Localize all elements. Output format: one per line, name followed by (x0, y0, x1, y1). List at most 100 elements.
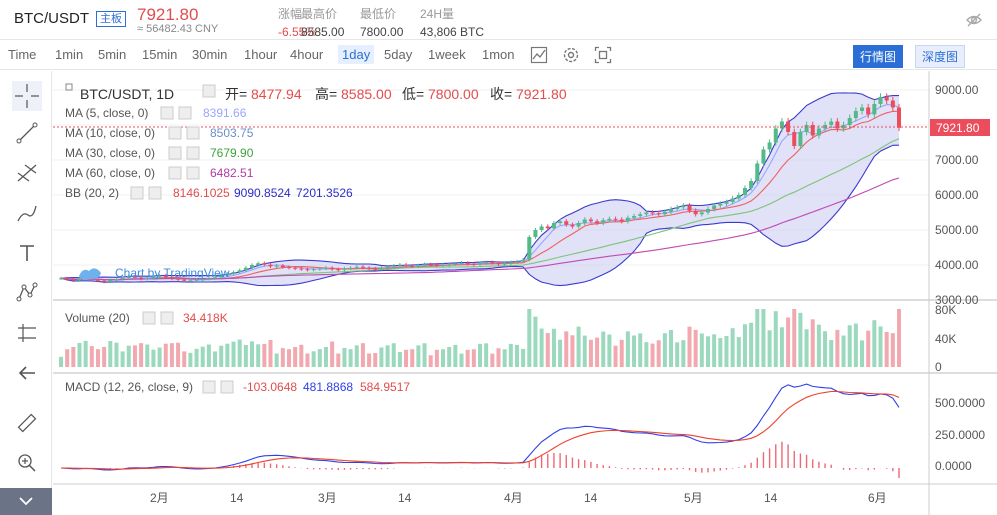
ma5-settings-icon[interactable] (160, 106, 174, 120)
volume-bar (311, 351, 316, 367)
volume-bar (705, 336, 710, 367)
ruler-icon[interactable] (15, 411, 39, 435)
watermark-text: Chart by TradingView (115, 266, 230, 280)
text-tool-icon[interactable] (15, 241, 39, 265)
candle (348, 267, 353, 269)
pair-name[interactable]: BTC/USDT (14, 10, 89, 27)
ma10-settings-icon[interactable] (168, 126, 182, 140)
volume-bar (169, 343, 174, 367)
macd-tick: 500.0000 (935, 396, 985, 410)
volume-bar (219, 345, 224, 367)
candle (810, 125, 815, 136)
interval-1day[interactable]: 1day (338, 45, 375, 64)
macd-settings-icon[interactable] (202, 380, 216, 394)
back-arrow-icon[interactable] (15, 361, 39, 385)
volume-bar (582, 335, 587, 367)
volume-bar (853, 323, 858, 367)
volume-bar (243, 344, 248, 367)
low-label: 低= (402, 86, 424, 102)
volume-bar (644, 342, 649, 367)
ma60-close-icon[interactable] (186, 166, 200, 180)
chart-view-button[interactable]: 行情图 (853, 45, 904, 68)
zoom-in-icon[interactable] (15, 451, 39, 475)
candle (65, 278, 70, 280)
interval-15min[interactable]: 15min (142, 47, 178, 62)
ma30-settings-icon[interactable] (168, 146, 182, 160)
interval-time[interactable]: Time (8, 47, 37, 62)
hide-eye-icon[interactable] (965, 11, 983, 29)
interval-1mon[interactable]: 1mon (482, 47, 515, 62)
ma5-value: 8391.66 (203, 106, 247, 120)
interval-1hour[interactable]: 1hour (244, 47, 278, 62)
bb-close-icon[interactable] (148, 186, 162, 200)
volume-bar (305, 353, 310, 367)
volume-bar (755, 309, 760, 367)
volume-bar (718, 338, 723, 367)
interval-1min[interactable]: 1min (55, 47, 84, 62)
candle (280, 265, 285, 268)
volume-bar (632, 335, 637, 367)
candle (853, 111, 858, 118)
candle (638, 214, 643, 216)
volume-bar (749, 322, 754, 367)
candle (712, 205, 717, 209)
legend-settings-icon[interactable] (202, 84, 216, 98)
stat-label: 24H量 (420, 7, 455, 21)
indicator-icon[interactable] (530, 46, 548, 64)
macd-close-icon[interactable] (220, 380, 234, 394)
tradingview-watermark[interactable]: Chart by TradingView (79, 266, 230, 280)
candle (391, 265, 396, 267)
volume-bar (527, 309, 532, 367)
collapse-legend-icon[interactable] (65, 83, 73, 91)
ma5-close-icon[interactable] (178, 106, 192, 120)
candle (502, 263, 507, 265)
volume-bar (447, 347, 452, 367)
price-chart[interactable]: 7921.80 9000.00 7000.00 6000.00 5000.00 … (53, 71, 997, 515)
volume-bar (95, 349, 100, 367)
volume-bar (564, 331, 569, 367)
ma30-close-icon[interactable] (186, 146, 200, 160)
ma10-close-icon[interactable] (186, 126, 200, 140)
macd-line-value: 481.8868 (303, 380, 353, 394)
candle (58, 278, 64, 280)
bb-settings-icon[interactable] (130, 186, 144, 200)
candle (404, 264, 409, 266)
candle (305, 269, 310, 271)
screenshot-icon[interactable] (594, 46, 612, 64)
interval-4hour[interactable]: 4hour (290, 47, 324, 62)
collapse-tools-button[interactable] (0, 488, 52, 515)
interval-5day[interactable]: 5day (384, 47, 413, 62)
trend-line-icon[interactable] (15, 121, 39, 145)
volume-bar (675, 342, 680, 367)
depth-view-button[interactable]: 深度图 (915, 45, 966, 68)
interval-5min[interactable]: 5min (98, 47, 127, 62)
candle (662, 211, 667, 215)
candle (416, 265, 421, 267)
settings-gear-icon[interactable] (562, 46, 580, 64)
crosshair-icon[interactable] (12, 81, 42, 111)
candle (286, 267, 291, 269)
brush-icon[interactable] (15, 201, 39, 225)
volume-bar (792, 309, 797, 367)
candle (619, 219, 624, 222)
candle (465, 262, 470, 264)
volume-label: Volume (20) (65, 311, 130, 325)
volume-bar (459, 353, 464, 367)
volume-bar (89, 346, 94, 367)
bb-label: BB (20, 2) (65, 186, 119, 200)
interval-30min[interactable]: 30min (192, 47, 228, 62)
volume-close-icon[interactable] (160, 311, 174, 325)
pattern-tool-icon[interactable] (15, 281, 39, 305)
stat-change: 涨幅 -6.55% (278, 5, 316, 39)
volume-bar (607, 334, 612, 367)
ma60-settings-icon[interactable] (168, 166, 182, 180)
interval-1week[interactable]: 1week (428, 47, 466, 62)
volume-bar (428, 355, 433, 367)
candle (755, 163, 760, 181)
candle (496, 262, 501, 265)
candle (687, 205, 692, 211)
fib-tool-icon[interactable] (15, 161, 39, 185)
prediction-tool-icon[interactable] (15, 321, 39, 345)
volume-bar (262, 343, 267, 367)
volume-settings-icon[interactable] (142, 311, 156, 325)
